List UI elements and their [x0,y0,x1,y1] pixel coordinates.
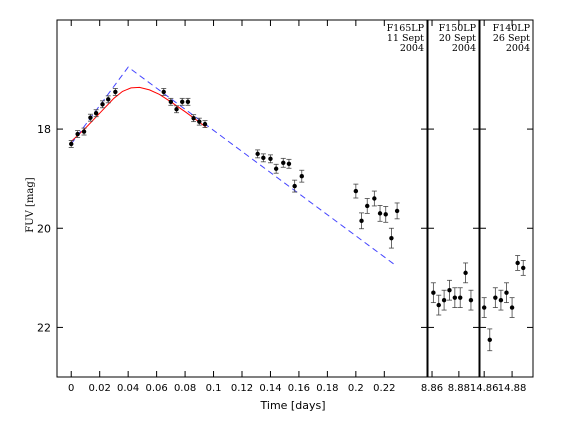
data-point [87,113,93,122]
panel-label: 26 Sept [493,33,530,44]
data-point [509,297,515,318]
y-tick-label: 20 [37,222,51,235]
x-tick-label: 0.08 [174,383,196,394]
y-tick-label: 18 [37,123,51,136]
data-point [520,260,526,276]
data-point [463,262,469,284]
x-tick-label: 0.12 [231,383,253,394]
panel-label: F140LP [493,23,531,34]
x-tick-label: 14.86 [470,383,499,394]
x-axis-label: Time [days] [260,399,326,412]
data-point [364,198,370,214]
panel-label: F150LP [439,23,477,34]
data-point [161,88,167,96]
data-point [492,287,498,308]
data-point [498,289,504,311]
data-point [267,154,273,164]
x-tick-label: 0.06 [145,383,167,394]
x-tick-label: 0.2 [348,383,364,394]
data-point [255,149,261,159]
data-point [468,289,474,311]
data-point [100,100,106,109]
data-point [371,190,377,207]
data-point [292,179,298,193]
x-tick-label: 0.22 [373,383,395,394]
data-point [81,127,87,136]
x-tick-label: 8.86 [421,383,443,394]
data-point [377,205,383,222]
x-tick-label: 0.1 [206,383,222,394]
y-axis-label: FUV [mag] [25,177,36,233]
data-point [93,109,99,118]
y-tick-label: 22 [37,321,51,334]
x-tick-label: 8.88 [448,383,470,394]
data-point [388,227,394,249]
x-tick-label: 0.02 [89,383,111,394]
data-point [481,297,487,318]
data-point [383,206,389,223]
panel-label: 20 Sept [439,33,476,44]
data-point [68,140,74,148]
panel-frame [479,19,534,378]
panel-label: 2004 [506,43,530,54]
data-point [185,97,191,106]
x-tick-label: 0.14 [259,383,281,394]
x-tick-label: 0.16 [288,383,310,394]
model-curve-dashed [70,66,396,266]
panel-frame [56,19,428,378]
data-point [487,328,493,352]
data-point [112,88,118,96]
panel-label: 2004 [452,43,476,54]
data-point [105,95,111,104]
data-point [273,163,279,174]
model-curve-solid [70,86,207,142]
data-point [260,153,266,163]
data-point [436,294,442,316]
x-tick-label: 14.88 [498,383,527,394]
data-point [168,97,174,106]
x-tick-label: 0.18 [316,383,338,394]
panel-frame [427,19,480,378]
data-point [280,157,286,168]
data-point [359,212,365,230]
panel-label: 11 Sept [387,33,424,44]
panel-label: F165LP [387,23,425,34]
data-point [196,117,202,126]
data-point [457,287,463,308]
data-point [430,282,436,304]
data-point [353,183,359,199]
panel-label: 2004 [400,43,424,54]
data-point [394,202,400,220]
data-point [179,97,185,106]
data-point [174,105,180,114]
data-point [515,255,521,271]
data-point [446,279,452,301]
data-point [299,169,305,183]
data-point [202,120,208,128]
data-point [191,114,197,123]
x-tick-label: 0.04 [117,383,139,394]
data-point [441,289,447,311]
data-point [452,287,458,308]
x-tick-label: 0 [68,383,74,394]
data-point [286,158,292,169]
data-point [75,130,81,138]
data-point [504,282,509,304]
